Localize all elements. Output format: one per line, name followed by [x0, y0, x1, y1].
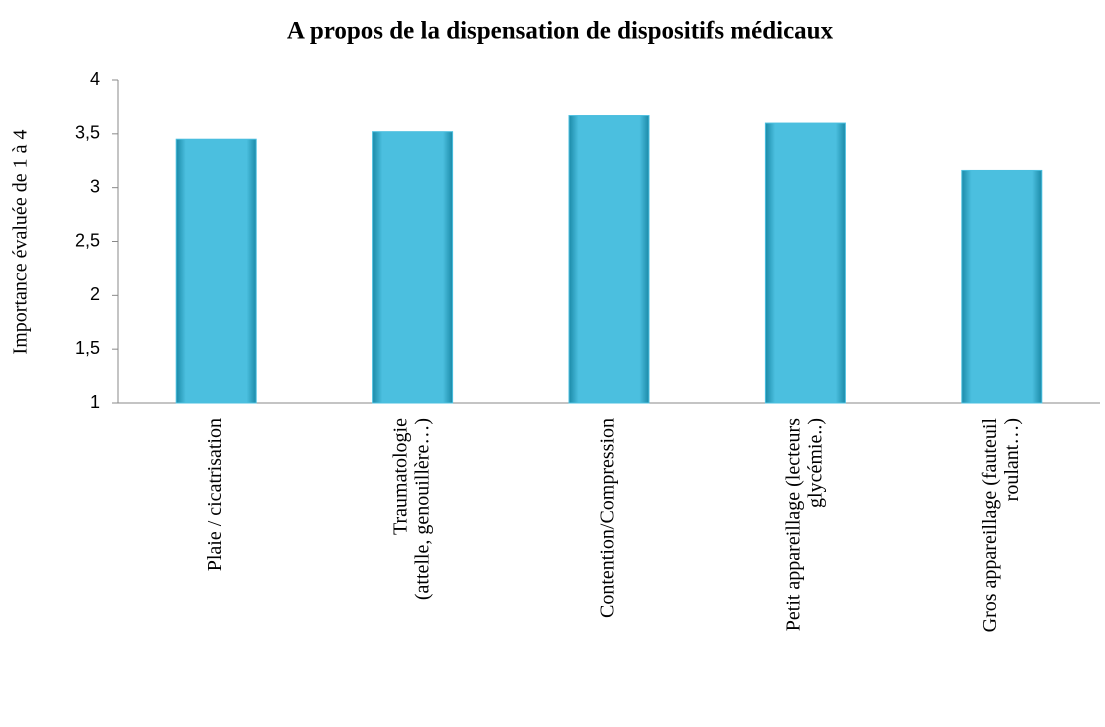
x-tick-label: Contention/Compression — [597, 418, 619, 618]
chart-title: A propos de la dispensation de dispositi… — [287, 18, 834, 45]
x-tick-label: Traumatologie(attelle, genouillère…) — [389, 418, 433, 600]
bar — [372, 131, 454, 404]
bar — [175, 138, 257, 404]
bar — [568, 115, 650, 404]
y-tick-label: 2 — [90, 284, 100, 304]
bar — [764, 122, 846, 404]
y-tick-label: 3 — [90, 176, 100, 196]
y-axis-label: Importance évaluée de 1 à 4 — [10, 130, 32, 355]
y-tick-label: 4 — [90, 69, 100, 89]
bar — [961, 169, 1043, 404]
y-tick-label: 3,5 — [75, 123, 100, 143]
x-tick-label: Petit appareillage (lecteursglycémie..) — [782, 418, 826, 631]
x-tick-label: Gros appareillage (fauteuilroulant…) — [978, 418, 1022, 633]
y-tick-label: 1,5 — [75, 338, 100, 358]
y-tick-label: 2,5 — [75, 230, 100, 250]
y-tick-label: 1 — [90, 392, 100, 412]
x-tick-label: Plaie / cicatrisation — [204, 418, 226, 571]
